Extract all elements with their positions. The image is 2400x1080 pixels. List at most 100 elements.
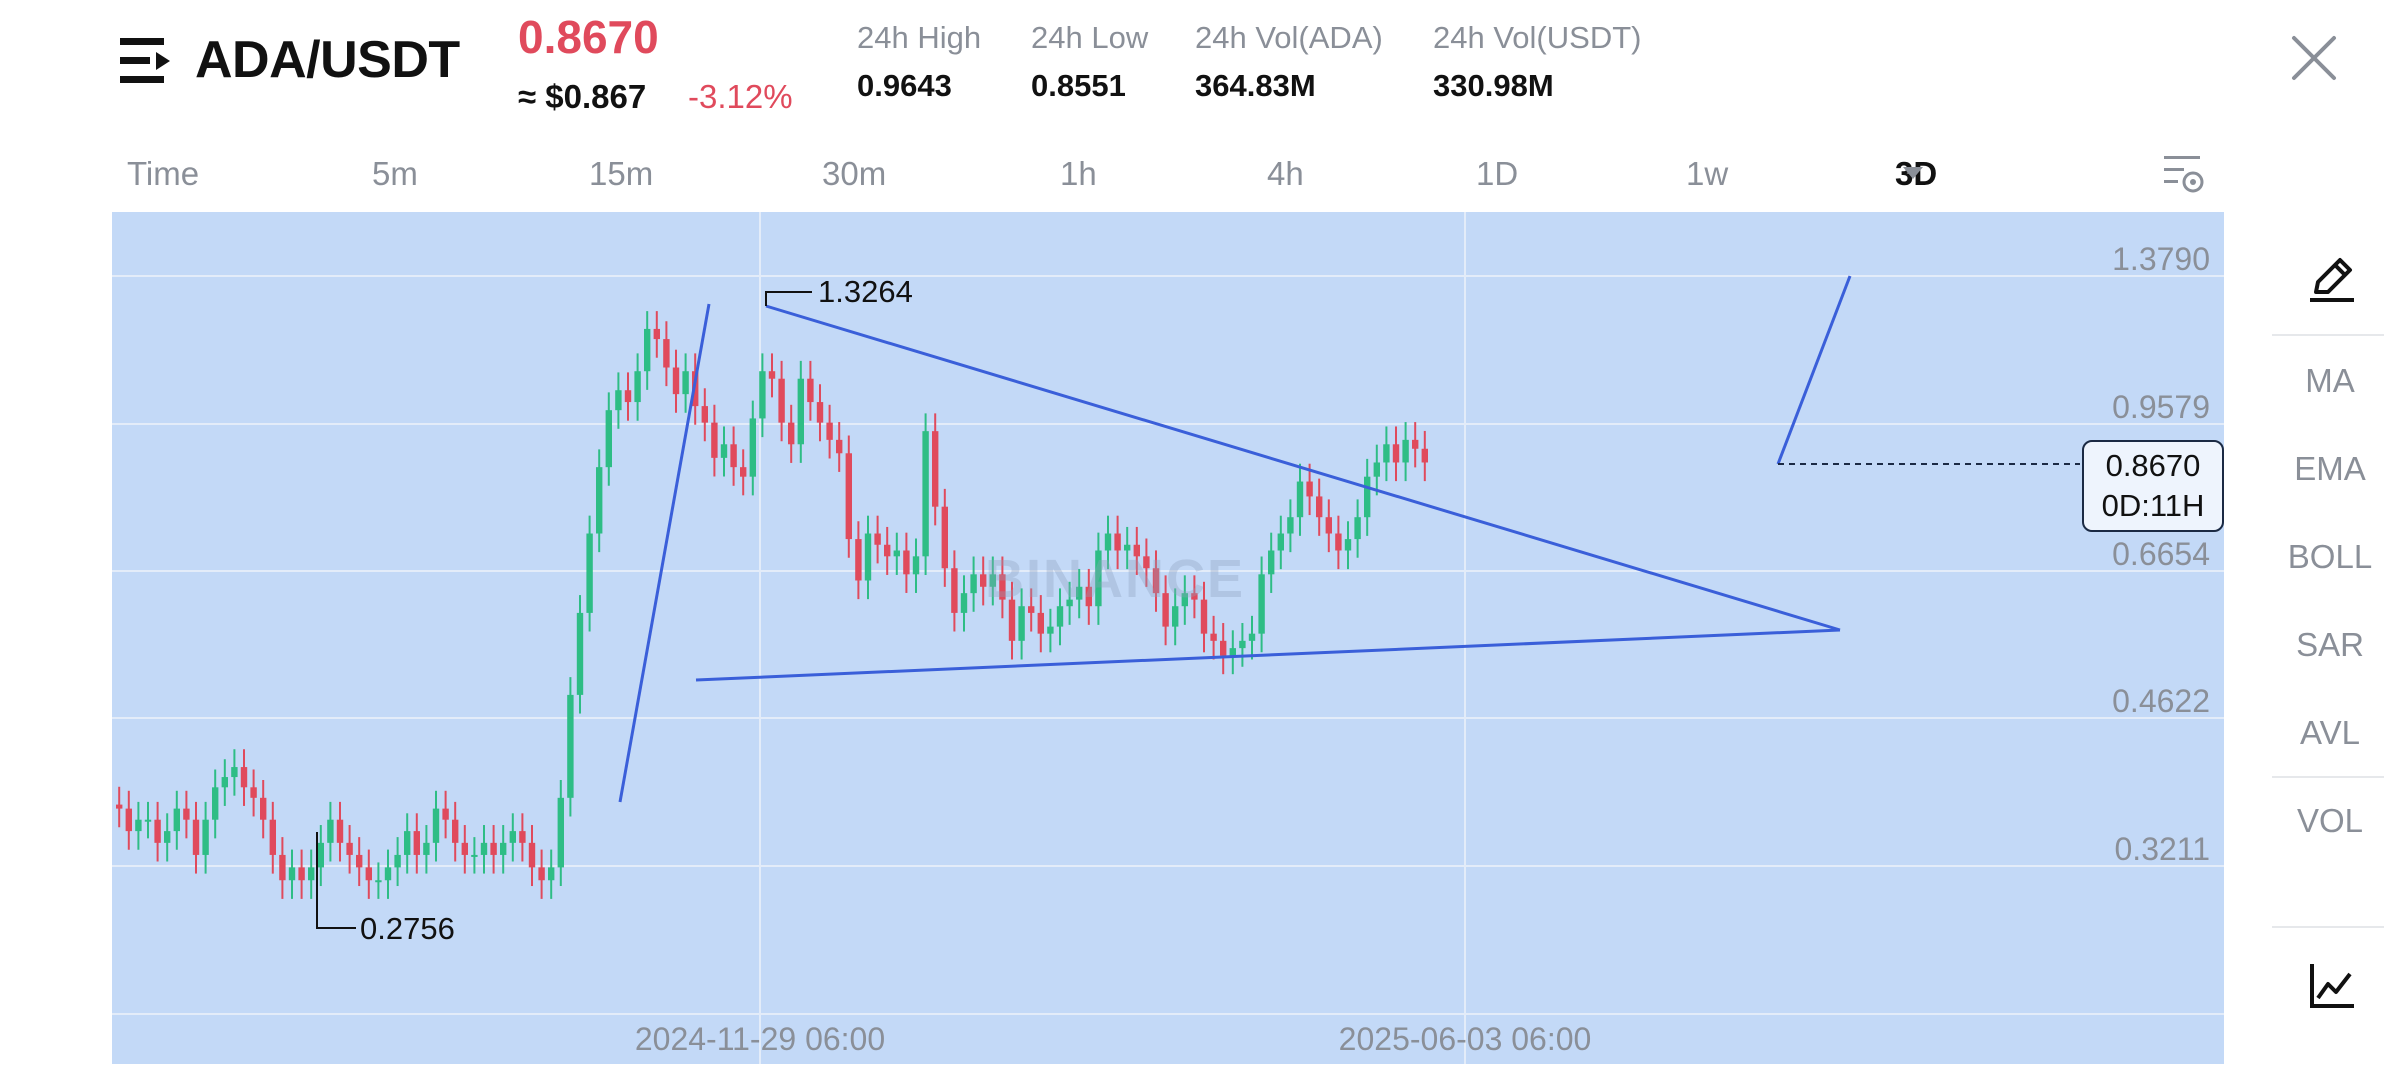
candle-body	[788, 422, 795, 445]
candle-body	[125, 808, 132, 832]
tool-ma[interactable]: MA	[2305, 362, 2355, 399]
pair-title[interactable]: ADA/USDT	[195, 31, 460, 89]
candle-body	[1124, 544, 1131, 551]
price-change-percent: -3.12%	[688, 78, 793, 115]
candle-body	[432, 808, 440, 843]
candle-body	[1076, 586, 1083, 600]
candle-body	[634, 371, 641, 403]
candle-body	[1085, 586, 1092, 607]
candle-body	[903, 550, 910, 575]
candle-body	[682, 371, 689, 395]
candle-body	[1172, 606, 1179, 627]
stat-24h-vol-ada-value: 364.83M	[1195, 68, 1316, 103]
candle-body	[308, 867, 315, 881]
candle-body	[1258, 574, 1265, 634]
menu-lines-icon[interactable]	[120, 36, 174, 86]
candle-body	[183, 808, 190, 820]
candle-body	[672, 367, 680, 395]
candle-body	[759, 371, 766, 419]
last-price-tag-value: 0.8670	[2105, 448, 2201, 483]
candle-body	[1191, 593, 1198, 600]
candle-body	[1354, 517, 1361, 540]
candle-body	[816, 402, 824, 423]
tab-1h[interactable]: 1h	[1060, 155, 1097, 192]
x-tick: 2025-06-03 06:00	[1339, 1021, 1592, 1057]
candle-body	[1344, 539, 1352, 551]
candle-body	[1200, 599, 1208, 634]
tool-avl[interactable]: AVL	[2300, 714, 2360, 751]
close-icon[interactable]	[2290, 34, 2338, 82]
candle-body	[1220, 640, 1227, 656]
candle-body	[327, 819, 334, 843]
candle-body	[202, 819, 209, 855]
tool-sar[interactable]: SAR	[2296, 626, 2364, 663]
candle-body	[471, 854, 478, 857]
candle-body	[663, 339, 670, 368]
candle-body	[596, 467, 603, 534]
candle-body	[461, 842, 468, 855]
candle-body	[164, 831, 171, 843]
candle-body	[1133, 544, 1140, 557]
chevron-down-icon[interactable]	[1902, 165, 1924, 181]
candle-body	[192, 819, 200, 855]
candle-body	[279, 854, 286, 881]
candle-body	[144, 819, 152, 822]
price-axis: 1.3790 0.9579 0.6654 0.4622 0.3211	[2112, 241, 2210, 867]
candle-body	[260, 797, 267, 820]
candle-body	[960, 593, 968, 613]
chart-canvas[interactable]: 1.3264 0.2756 1.3790 0.9579 0.6654 0.462…	[112, 212, 2224, 1064]
candle-body	[1316, 496, 1323, 518]
candle-body	[1104, 533, 1112, 551]
drawn-trendlines	[618, 275, 2080, 803]
candle-body	[1306, 481, 1313, 497]
stat-24h-vol-usdt-value: 330.98M	[1433, 68, 1554, 103]
candle-body	[884, 544, 891, 557]
tab-4h[interactable]: 4h	[1267, 155, 1304, 192]
candle-body	[624, 390, 632, 403]
candle-body	[797, 378, 804, 445]
candle-body	[874, 533, 881, 545]
candle-body	[864, 533, 872, 581]
candle-body	[269, 819, 276, 855]
candle-body	[970, 574, 977, 594]
pencil-icon[interactable]	[2306, 252, 2358, 304]
candle-body	[1095, 550, 1102, 607]
candle-countdown: 0D:11H	[2101, 488, 2205, 523]
candle-body	[576, 612, 584, 695]
candle-body	[711, 422, 718, 458]
candle-body	[778, 378, 785, 423]
stat-24h-high-label: 24h High	[857, 20, 982, 55]
tool-ema[interactable]: EMA	[2294, 450, 2366, 487]
stat-24h-high-value: 0.9643	[857, 68, 952, 103]
tool-vol[interactable]: VOL	[2296, 802, 2364, 839]
tab-1d[interactable]: 1D	[1476, 155, 1519, 192]
tool-boll[interactable]: BOLL	[2287, 538, 2373, 575]
candle-body	[1066, 599, 1073, 607]
candle-body	[615, 390, 622, 411]
candle-body	[557, 797, 564, 868]
extreme-markers: 1.3264 0.2756	[316, 274, 913, 946]
candle-body	[1373, 462, 1380, 477]
tab-time[interactable]: Time	[127, 155, 200, 192]
line-chart-icon[interactable]	[2306, 960, 2358, 1012]
candle-body	[1268, 550, 1275, 575]
chart-settings-icon[interactable]	[2160, 150, 2206, 196]
candle-body	[404, 831, 411, 855]
tab-1w[interactable]: 1w	[1686, 155, 1729, 192]
candle-body	[807, 378, 814, 403]
tab-30m[interactable]: 30m	[822, 155, 887, 192]
candle-body	[442, 808, 449, 820]
candle-body	[1364, 476, 1371, 518]
candle-body	[1143, 556, 1150, 569]
candle-body	[154, 819, 161, 843]
candle-body	[288, 867, 296, 881]
candle-body	[1402, 439, 1409, 463]
candle-body	[500, 842, 507, 855]
candlestick-chart[interactable]: 1.3264 0.2756 1.3790 0.9579 0.6654 0.462…	[112, 212, 2224, 1064]
tab-15m[interactable]: 15m	[589, 155, 654, 192]
candle-body	[519, 831, 526, 843]
candle-body	[586, 533, 593, 613]
candle-body	[221, 777, 228, 788]
candle-body	[375, 880, 382, 883]
tab-5m[interactable]: 5m	[372, 155, 418, 192]
